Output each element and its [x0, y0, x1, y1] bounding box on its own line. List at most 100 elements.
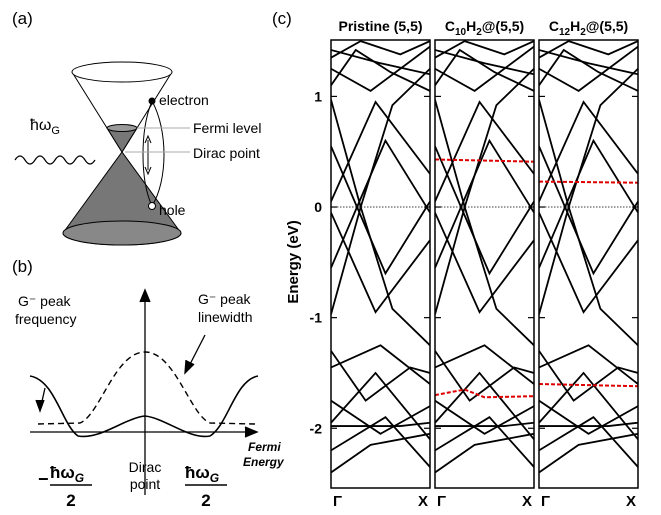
- k-label: Γ: [333, 493, 342, 510]
- band: [435, 432, 534, 474]
- y-axis-label: Energy (eV): [285, 220, 302, 303]
- impurity-band: [435, 158, 534, 163]
- band-panel: Pristine (5,5) Γ X: [330, 18, 431, 510]
- band: [435, 68, 534, 315]
- band: [331, 100, 430, 202]
- k-label: Γ: [437, 493, 446, 510]
- title-subscript: 10: [455, 27, 467, 38]
- band-panel: C10H2@(5,5) Γ X: [434, 18, 535, 510]
- title-text: H: [466, 18, 476, 34]
- fermi-level-label: Fermi level: [193, 120, 261, 136]
- dirac-cone: [14, 61, 190, 246]
- frequency-label: frequency: [15, 311, 76, 327]
- band: [331, 399, 430, 435]
- band: [331, 416, 430, 468]
- band: [435, 399, 534, 435]
- band: [435, 350, 534, 402]
- numerator-subscript: G: [75, 471, 84, 485]
- title-subscript: 12: [559, 27, 571, 38]
- band: [435, 138, 534, 269]
- panel-label: (b): [12, 257, 33, 276]
- band: [435, 48, 534, 92]
- numerator-symbol: ħω: [185, 463, 210, 482]
- title-text: @(5,5): [586, 18, 628, 34]
- electron-label: electron: [159, 92, 209, 108]
- band: [331, 350, 430, 402]
- band: [435, 40, 534, 59]
- band: [331, 212, 430, 314]
- band: [331, 138, 430, 269]
- right-fraction: ħωG 2: [185, 463, 227, 510]
- band: [435, 49, 534, 76]
- band: [331, 145, 430, 276]
- band: [539, 40, 638, 59]
- band: [539, 68, 638, 315]
- band: [539, 99, 638, 346]
- band: [331, 99, 430, 346]
- band: [331, 371, 430, 440]
- photon-subscript: G: [51, 125, 60, 137]
- band: [539, 100, 638, 202]
- denominator: 2: [66, 491, 75, 510]
- title-text: C: [549, 18, 559, 34]
- band: [435, 99, 534, 346]
- band: [435, 145, 534, 276]
- band: [435, 421, 534, 427]
- numerator: ħωG: [185, 463, 219, 485]
- k-label: X: [522, 493, 532, 510]
- title-subscript: 2: [476, 27, 482, 38]
- band: [331, 45, 430, 92]
- band: [539, 399, 638, 435]
- minus-sign: −: [38, 469, 49, 489]
- band: [331, 432, 430, 474]
- impurity-band: [539, 180, 638, 184]
- impurity-band: [539, 383, 638, 388]
- panel-title: Pristine (5,5): [338, 18, 422, 34]
- center-label: point: [130, 476, 160, 492]
- band: [539, 49, 638, 76]
- y-tick-label: 0: [314, 199, 322, 215]
- band: [539, 138, 638, 269]
- center-label: Dirac: [129, 459, 162, 475]
- schematic-axes: [29, 288, 259, 495]
- band: [539, 350, 638, 402]
- panel-label: (c): [272, 9, 292, 28]
- band-panel: C12H2@(5,5) Γ X: [538, 18, 639, 510]
- band: [331, 344, 430, 385]
- panel-frame: [538, 39, 639, 489]
- band: [539, 416, 638, 468]
- band: [539, 344, 638, 385]
- denominator: 2: [201, 491, 210, 510]
- photon-symbol: ħω: [30, 117, 51, 134]
- panel-frame: [434, 39, 535, 489]
- y-tick-label: 1: [314, 88, 322, 104]
- band: [435, 45, 534, 92]
- hole-label: hole: [159, 202, 186, 218]
- band: [331, 421, 430, 427]
- band: [435, 344, 534, 385]
- band: [435, 212, 534, 314]
- title-text: H: [570, 18, 580, 34]
- photon-label: ħωG: [30, 117, 60, 137]
- title-text: Pristine (5,5): [338, 18, 422, 34]
- panel-frame: [330, 39, 431, 489]
- band: [539, 48, 638, 92]
- band: [539, 145, 638, 276]
- dirac-point-label: Dirac point: [193, 145, 260, 161]
- band: [435, 100, 534, 202]
- bands: [331, 40, 430, 474]
- band: [539, 371, 638, 440]
- title-text: @(5,5): [482, 18, 524, 34]
- y-tick-label: -2: [310, 420, 323, 436]
- bands: [435, 40, 534, 474]
- title-text: C: [445, 18, 455, 34]
- impurity-band: [435, 388, 534, 399]
- title-subscript: 2: [580, 27, 586, 38]
- left-fraction: − ħωG 2: [38, 463, 92, 510]
- numerator: ħωG: [50, 463, 84, 485]
- band: [539, 45, 638, 92]
- bands: [539, 40, 638, 474]
- frequency-label: G⁻ peak: [18, 293, 72, 309]
- numerator-symbol: ħω: [50, 463, 75, 482]
